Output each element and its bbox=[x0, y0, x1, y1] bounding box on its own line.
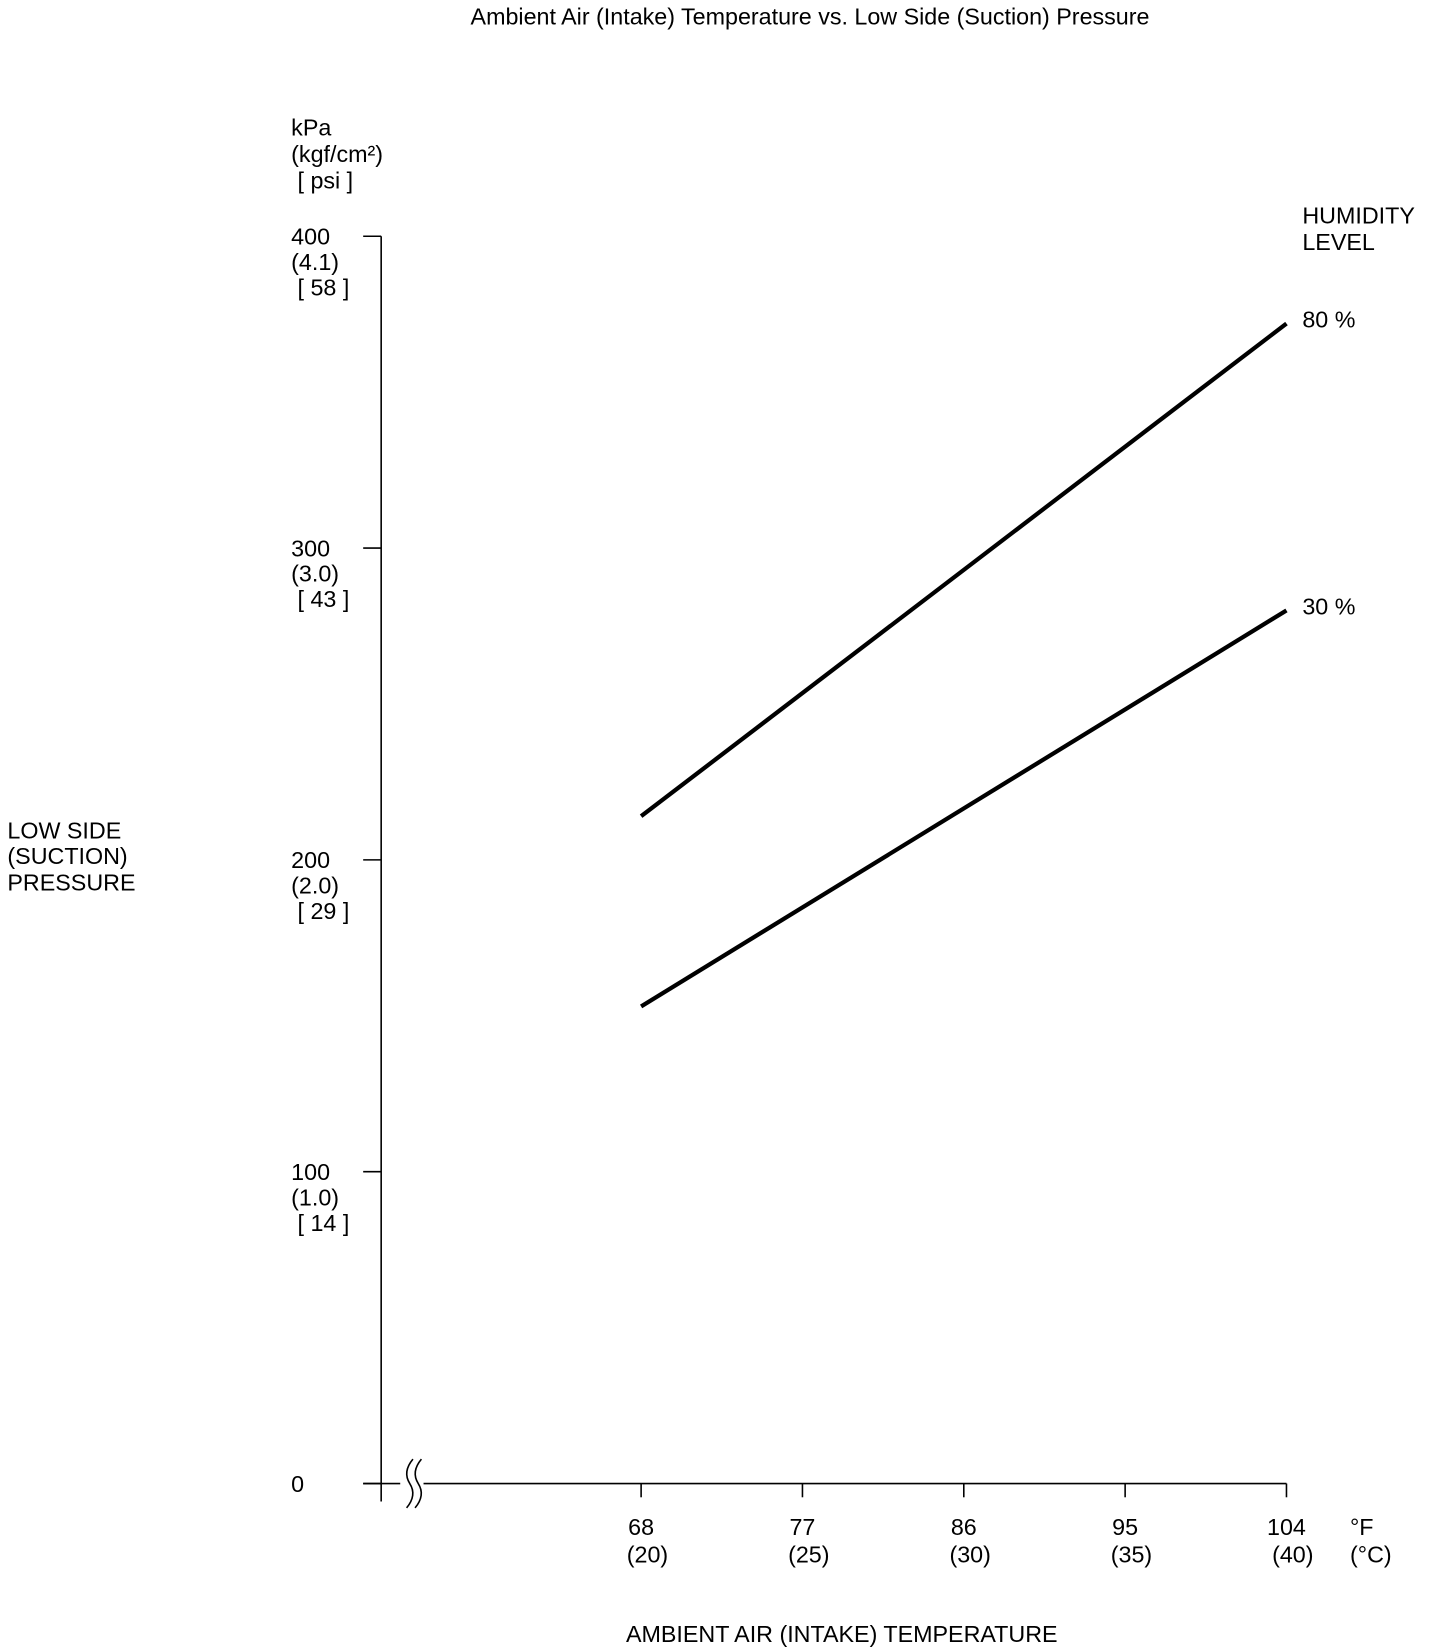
series-label: 30 % bbox=[1302, 593, 1355, 619]
axis-break bbox=[405, 1458, 414, 1509]
y-tick-label-psi: [ 43 ] bbox=[298, 586, 350, 612]
x-tick-label: 95 bbox=[1112, 1514, 1138, 1540]
legend-title: HUMIDITY bbox=[1302, 202, 1415, 228]
x-tick-label: 104 bbox=[1267, 1514, 1306, 1540]
x-tick-label-celsius: (20) bbox=[627, 1542, 668, 1568]
y-tick-label: 200 bbox=[291, 847, 330, 873]
y-tick-label-kgf: (4.1) bbox=[291, 249, 339, 275]
x-tick-label: 86 bbox=[951, 1514, 977, 1540]
y-tick-label-psi: [ 14 ] bbox=[298, 1210, 350, 1236]
x-tick-label: 77 bbox=[789, 1514, 815, 1540]
x-tick-label: 68 bbox=[628, 1514, 654, 1540]
y-tick-label-psi: [ 29 ] bbox=[298, 898, 350, 924]
y-tick-label-kgf: (2.0) bbox=[291, 873, 339, 899]
y-tick-label: 100 bbox=[291, 1159, 330, 1185]
y-tick-label: 0 bbox=[291, 1471, 304, 1497]
series-label: 80 % bbox=[1302, 307, 1355, 333]
x-unit-label: °F bbox=[1350, 1514, 1374, 1540]
x-axis-label: AMBIENT AIR (INTAKE) TEMPERATURE bbox=[626, 1621, 1058, 1647]
y-unit-label: [ psi ] bbox=[298, 167, 354, 193]
y-unit-label: kPa bbox=[291, 114, 331, 140]
axis-break-gap bbox=[400, 1459, 424, 1508]
y-tick-label: 400 bbox=[291, 224, 330, 250]
y-tick-label-kgf: (1.0) bbox=[291, 1184, 339, 1210]
chart-title: Ambient Air (Intake) Temperature vs. Low… bbox=[471, 3, 1150, 29]
axis-break bbox=[414, 1458, 423, 1509]
x-tick-label-celsius: (40) bbox=[1272, 1542, 1313, 1568]
x-tick-label-celsius: (25) bbox=[788, 1542, 829, 1568]
y-tick-label-kgf: (3.0) bbox=[291, 561, 339, 587]
x-tick-label-celsius: (30) bbox=[949, 1542, 990, 1568]
y-axis-label: PRESSURE bbox=[7, 869, 135, 895]
y-axis-label: LOW SIDE bbox=[7, 818, 121, 844]
legend-title: LEVEL bbox=[1302, 229, 1375, 255]
y-tick-label: 300 bbox=[291, 535, 330, 561]
series-line bbox=[639, 321, 1288, 818]
x-unit-label: (°C) bbox=[1350, 1542, 1392, 1568]
y-unit-label: (kgf/cm²) bbox=[291, 141, 383, 167]
x-tick-label-celsius: (35) bbox=[1111, 1542, 1152, 1568]
y-tick-label-psi: [ 58 ] bbox=[298, 274, 350, 300]
series-line bbox=[640, 608, 1288, 1009]
y-axis-label: (SUCTION) bbox=[7, 843, 127, 869]
